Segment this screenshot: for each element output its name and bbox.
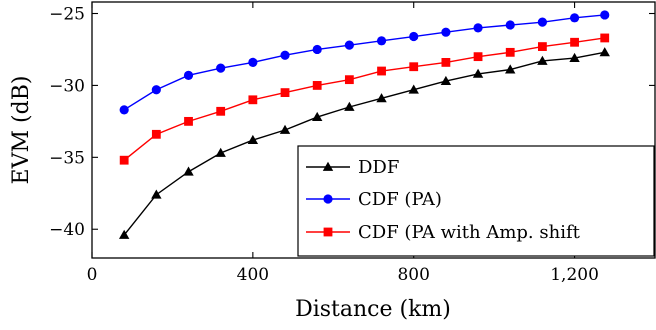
y-tick-label: −30 [49, 76, 85, 96]
data-point-0-14 [569, 52, 580, 62]
data-point-1-0 [119, 105, 129, 115]
data-point-0-3 [215, 147, 226, 157]
data-point-2-5 [280, 88, 290, 98]
data-point-1-15 [600, 10, 610, 20]
data-point-0-8 [376, 93, 387, 103]
data-point-2-12 [505, 47, 515, 57]
x-tick-label: 400 [237, 265, 269, 285]
data-point-2-10 [441, 58, 451, 67]
data-point-1-5 [280, 50, 290, 60]
data-point-1-11 [473, 23, 483, 33]
plot-frame [91, 1, 656, 259]
data-point-2-6 [312, 81, 322, 90]
data-point-2-13 [538, 42, 547, 51]
data-point-2-3 [216, 106, 226, 116]
y-tick-label: −40 [49, 220, 85, 240]
legend-swatch-marker-2 [323, 227, 333, 237]
data-point-1-10 [441, 27, 451, 37]
y-tick-label: −35 [49, 148, 85, 168]
x-tick-label: 800 [397, 265, 429, 285]
data-point-1-8 [376, 36, 387, 46]
data-point-0-12 [505, 64, 516, 74]
legend-label-1: CDF (PA) [358, 189, 442, 210]
data-point-1-3 [216, 63, 226, 73]
data-point-1-6 [312, 44, 322, 55]
data-point-1-2 [183, 70, 194, 80]
legend-label-0: DDF [358, 157, 399, 178]
data-point-0-0 [118, 229, 130, 239]
legend-label-2: CDF (PA with Amp. shift [358, 222, 581, 243]
data-point-2-1 [151, 129, 161, 139]
data-point-1-4 [248, 57, 258, 68]
data-point-1-7 [344, 40, 354, 50]
data-point-0-5 [279, 124, 291, 134]
legend-swatch-marker-0 [322, 161, 334, 171]
data-point-1-9 [409, 31, 419, 42]
ticks-layer: 0 400 800 1,200 −40 −35 −30 −25 [49, 2, 655, 285]
data-point-2-7 [344, 75, 354, 85]
data-point-1-12 [505, 20, 515, 30]
data-point-0-6 [312, 111, 323, 121]
data-point-0-1 [151, 189, 162, 199]
data-point-0-2 [183, 166, 194, 176]
x-axis-title: Distance (km) [295, 297, 451, 322]
data-point-2-8 [377, 66, 386, 76]
data-point-2-14 [570, 37, 579, 47]
data-point-1-14 [569, 13, 580, 23]
data-point-0-15 [599, 47, 610, 57]
data-point-2-2 [184, 116, 193, 126]
series-line-1 [123, 14, 605, 111]
data-point-0-4 [247, 134, 259, 144]
legend: DDF CDF (PA) CDF (PA with Amp. shift [297, 145, 655, 257]
data-point-2-15 [600, 33, 610, 43]
data-point-2-9 [409, 62, 419, 72]
data-point-2-11 [473, 52, 483, 62]
x-tick-label: 1,200 [550, 265, 599, 285]
series-line-2 [123, 37, 605, 161]
data-point-1-13 [537, 17, 548, 27]
data-point-2-4 [248, 95, 258, 105]
series-layer [118, 10, 610, 239]
y-axis-title: EVM (dB) [9, 76, 34, 185]
data-point-0-7 [344, 101, 355, 111]
x-tick-label: 0 [87, 265, 98, 285]
data-point-0-11 [472, 68, 484, 78]
data-point-0-10 [440, 75, 452, 86]
series-line-0 [123, 51, 605, 236]
y-tick-label: −25 [49, 5, 85, 25]
data-point-2-0 [119, 155, 129, 165]
legend-box [297, 145, 655, 257]
data-point-0-13 [537, 55, 548, 65]
legend-swatch-marker-1 [323, 194, 333, 204]
data-point-1-1 [151, 85, 161, 95]
data-point-0-9 [408, 84, 419, 94]
